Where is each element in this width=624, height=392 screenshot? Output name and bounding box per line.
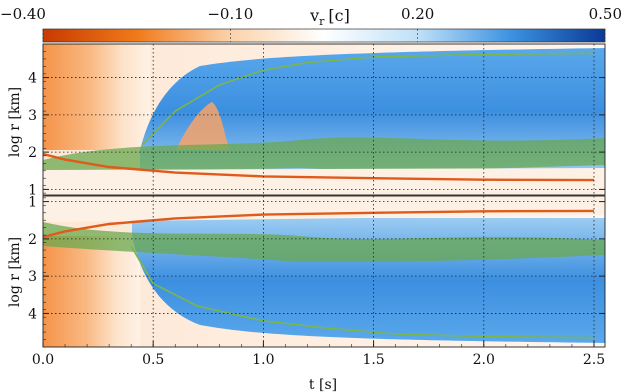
lower-grid [43, 196, 605, 347]
upper-infall-region [43, 44, 150, 150]
panel-lower: 1 2 3 4 log r [km] [7, 195, 606, 348]
x-tick-label: 0.5 [142, 352, 164, 368]
colorbar-gradient [42, 28, 606, 43]
colorbar-label-unit: [c] [328, 6, 349, 25]
y-tick-label: 2 [28, 145, 37, 161]
colorbar-ticks: −0.40 −0.10 0.20 0.50 [0, 5, 622, 42]
colorbar-label: vr [c] [309, 6, 350, 28]
colorbar: −0.40 −0.10 0.20 0.50 vr [c] [0, 5, 622, 43]
x-tick-label: 1.5 [362, 352, 384, 368]
colorbar-tick-label: −0.40 [0, 5, 46, 23]
lower-ns-surface-line [43, 209, 595, 239]
y-tick-label: 1 [28, 182, 37, 198]
lower-accretion-zone [43, 222, 605, 262]
y-tick-label: 4 [28, 306, 37, 322]
colorbar-label-main: v [309, 6, 319, 25]
upper-y-axis-label: log r [km] [7, 87, 23, 157]
x-axis-label: t [s] [309, 377, 337, 392]
lower-ns-region [43, 196, 605, 222]
colorbar-tick-label: 0.50 [589, 5, 622, 23]
lower-infall-region [43, 236, 140, 347]
upper-bubble-lobe [176, 102, 230, 150]
colorbar-tick-label: −0.10 [207, 5, 253, 23]
lower-frame [42, 195, 606, 348]
lower-shock-line [130, 245, 595, 339]
x-tick-label: 0.0 [32, 352, 54, 368]
panel-upper: 1 2 3 4 log r [km] [7, 43, 606, 198]
y-tick-label: 3 [28, 108, 37, 124]
x-tick-label: 2.5 [583, 352, 605, 368]
y-tick-label: 2 [28, 232, 37, 248]
upper-frame [42, 43, 606, 196]
upper-shock-line [141, 52, 595, 146]
colorbar-label-subscript: r [319, 15, 325, 28]
x-axis-ticks: 0.0 0.5 1.0 1.5 2.0 2.5 [32, 341, 605, 368]
lower-y-ticks: 1 2 3 4 [28, 195, 605, 340]
upper-y-ticks: 1 2 3 4 [28, 51, 605, 198]
upper-ns-region [43, 168, 605, 195]
y-tick-label: 3 [28, 269, 37, 285]
upper-accretion-zone [43, 137, 605, 171]
x-tick-label: 2.0 [473, 352, 495, 368]
y-tick-label: 4 [28, 71, 37, 87]
y-tick-label: 1 [28, 195, 37, 211]
lower-y-axis-label: log r [km] [7, 237, 23, 307]
upper-grid [43, 44, 605, 195]
upper-ns-surface-line [43, 152, 595, 182]
x-tick-label: 1.0 [252, 352, 274, 368]
colorbar-tick-label: 0.20 [401, 5, 434, 23]
